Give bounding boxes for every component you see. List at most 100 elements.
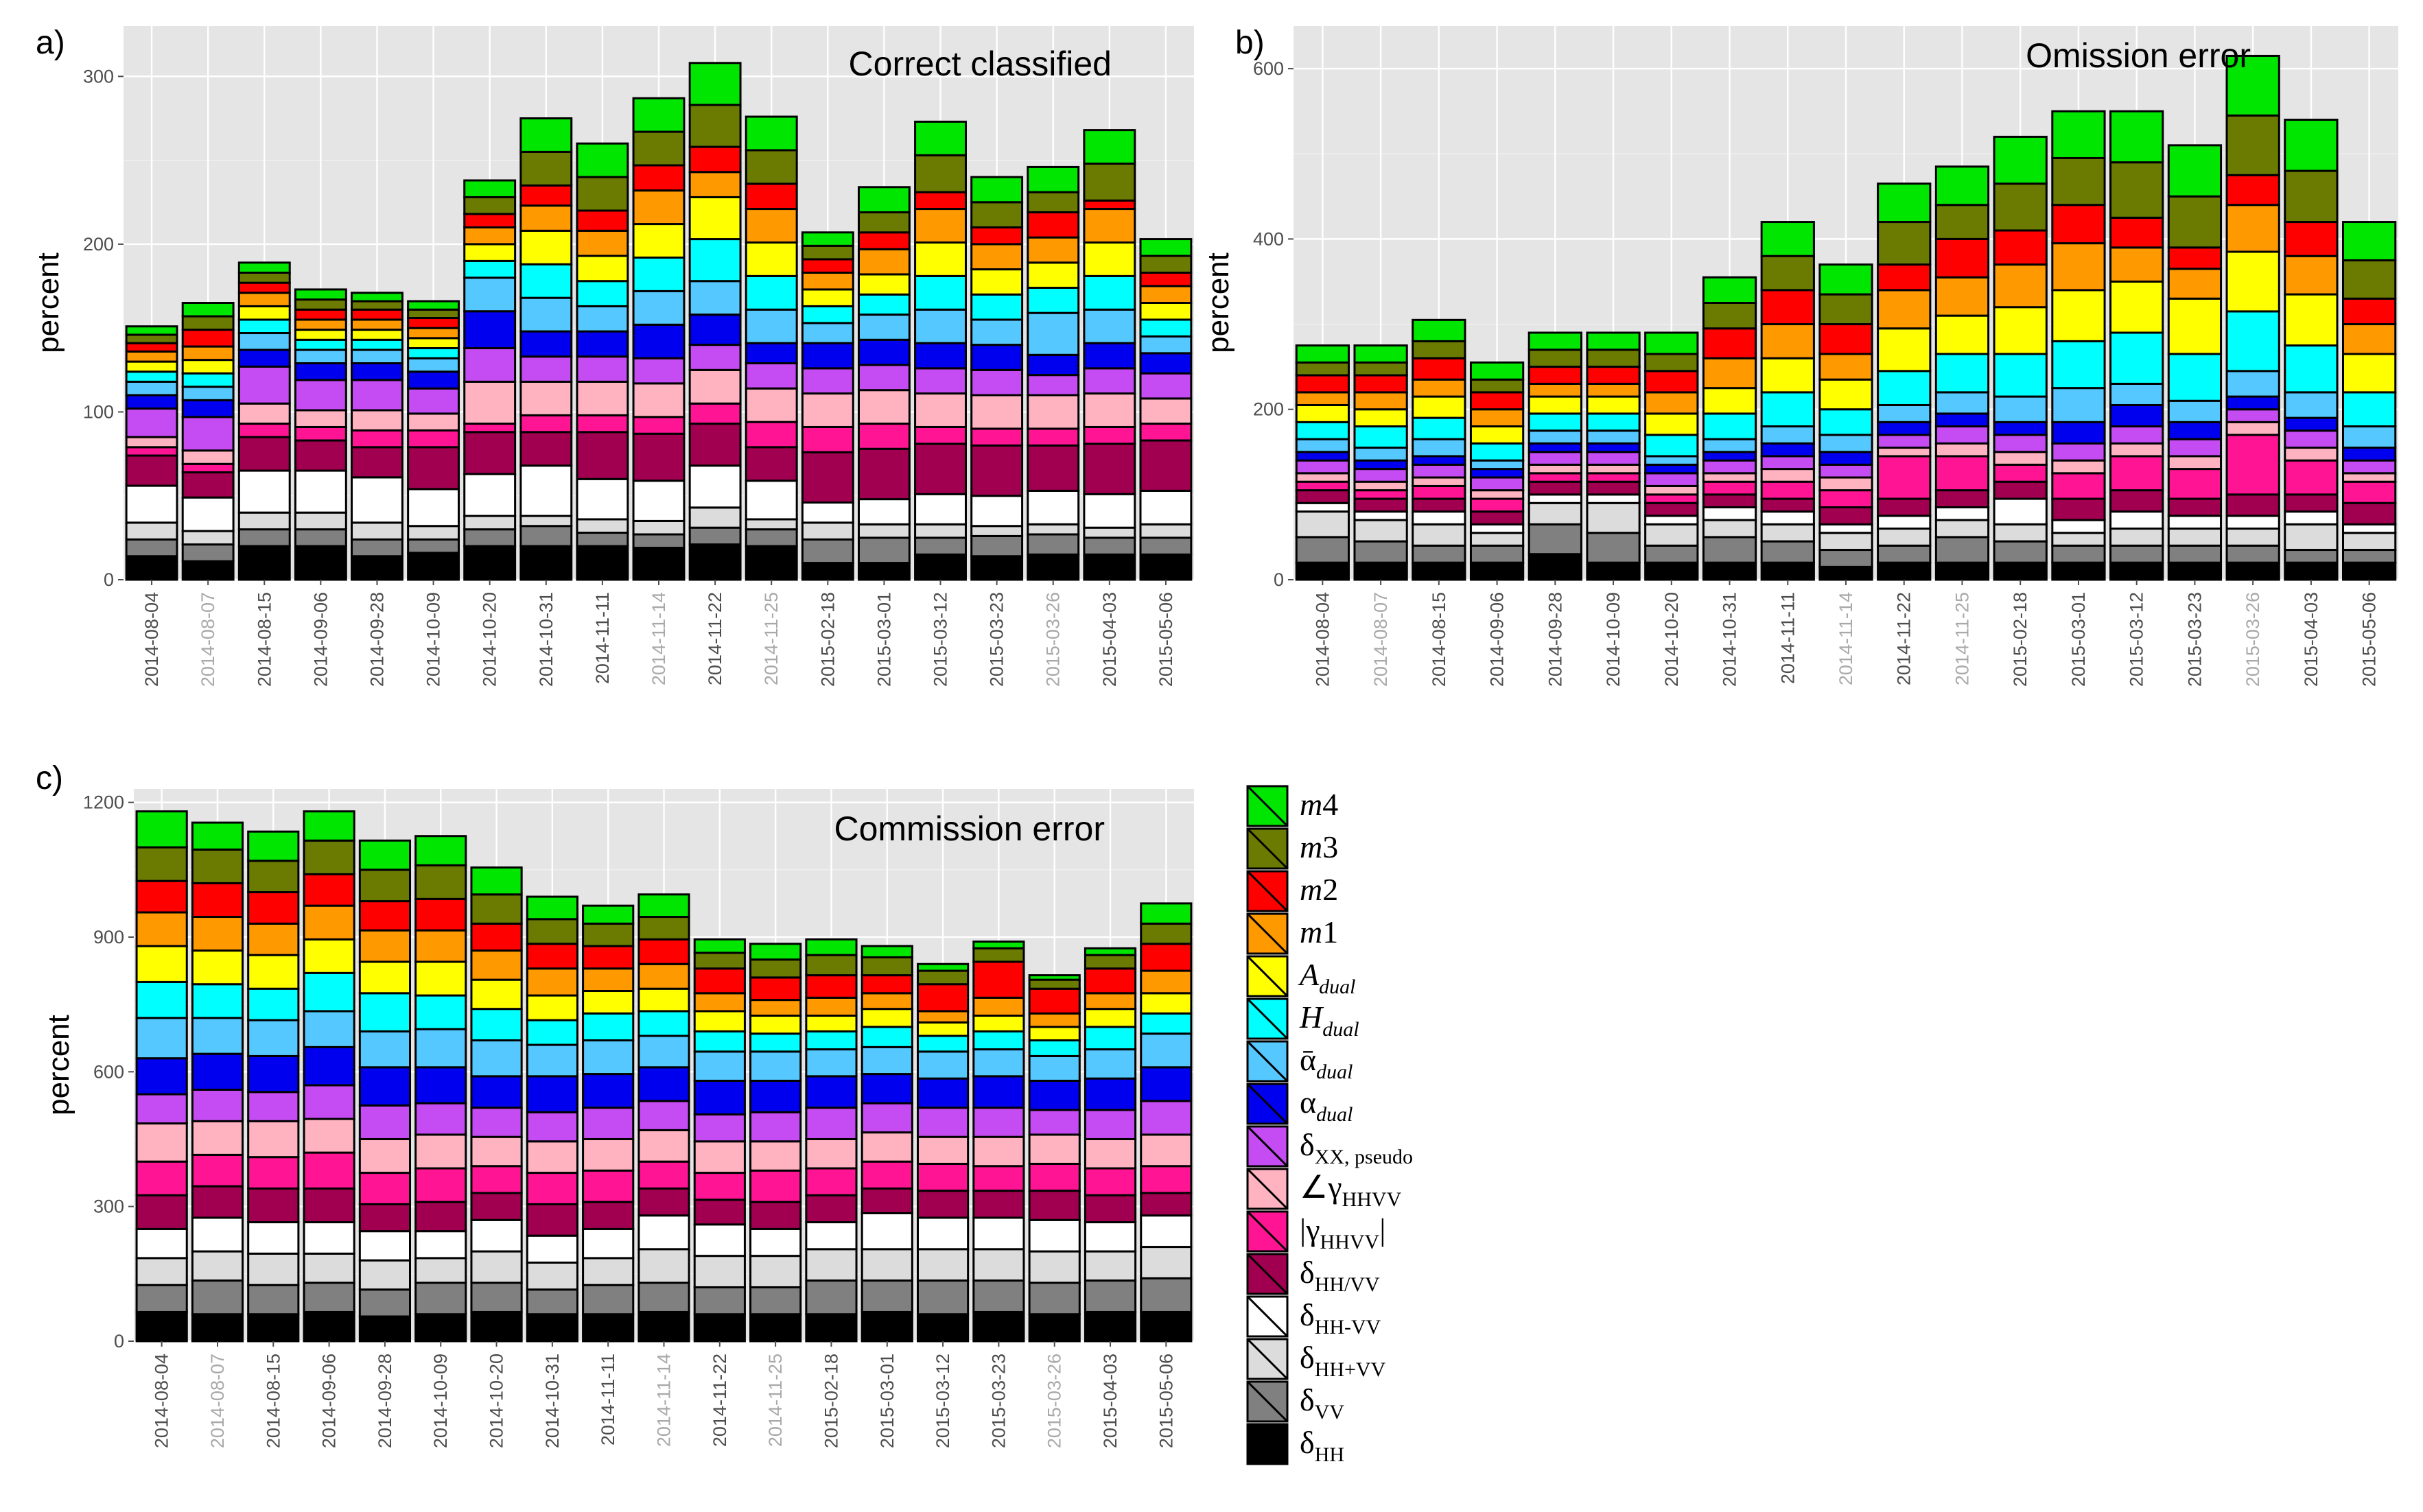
bar-segment [2167,515,2223,530]
bar-segment [191,1250,244,1282]
legend-key-slash [1246,1423,1289,1465]
bar-segment [749,976,802,1002]
bar-segment [191,848,244,884]
bar-segment [294,409,347,428]
bar-segment [1586,501,1641,534]
bar-segment [407,429,460,449]
bar-segment [582,1257,635,1286]
bar-segment [632,480,686,522]
bar-segment [1527,382,1582,398]
bar-segment [1412,476,1466,487]
bar-segment [1083,442,1136,495]
bar-segment [294,338,347,351]
x-tick-label: 2014-08-07 [207,1354,228,1448]
y-tick-label: 200 [83,234,114,255]
bar-segment [1139,335,1193,355]
bar-segment [1527,349,1582,368]
bar-segment [745,362,798,390]
bar-segment [294,329,347,341]
bar-segment [1353,519,1408,543]
x-tick-label: 2015-04-03 [1099,592,1120,687]
bar-segment [191,1120,244,1156]
bar-segment [914,536,967,556]
bar-segment [914,342,967,370]
bar-segment [237,436,291,472]
bar-segment [1760,357,1815,394]
bar-segment [407,308,460,320]
bar-segment [688,62,742,106]
bar-segment [688,145,742,174]
bar-segment [1993,306,2048,355]
bar-segment [2342,259,2397,300]
bar-segment [1083,342,1136,370]
bar-segment [1702,480,1757,496]
bar-segment [1412,463,1466,479]
bar-segment [1412,544,1466,564]
x-tick-label: 2014-11-22 [705,592,725,685]
bar-segment [1934,353,1990,394]
bar-segment [414,1167,467,1203]
bar-segment [1527,523,1582,556]
bar-segment [1353,489,1408,500]
bar-segment [1139,238,1193,257]
y-tick-label: 300 [93,1196,124,1217]
bar-segment [1644,434,1699,458]
bar-segment [914,425,967,445]
bar-segment [358,1288,412,1318]
bar-segment [1469,442,1525,462]
bar-segment [805,1221,858,1251]
bar-segment [576,255,629,283]
bar-segment [414,960,467,997]
legend-key-slash [1246,1210,1289,1253]
bar-segment [1028,974,1081,981]
bar-segment [1993,353,2048,398]
bar-segment [1028,987,1081,1015]
bar-segment [1934,314,1990,355]
legend-item: m1 [1246,912,1338,955]
bar-segment [181,543,235,563]
bar-segment [1586,395,1641,415]
bar-segment [2051,459,2106,475]
bar-segment [1527,480,1582,496]
bar-segment [970,534,1024,558]
bar-segment [2342,549,2397,564]
bar-segment [1702,302,1757,330]
x-tick-label: 2014-09-06 [310,592,331,687]
bar-segment [1027,553,1080,581]
bar-segment [2342,221,2397,261]
bar-segment [1586,561,1641,581]
bar-segment [470,893,523,925]
bar-segment [970,555,1024,581]
bar-segment [463,276,517,313]
bar-segment [916,969,970,986]
bar-segment [1877,289,1932,330]
bar-segment [693,1313,746,1343]
bar-segment [1028,1039,1081,1057]
x-tick-label: 2014-09-28 [1545,592,1565,687]
bar-segment [857,498,911,525]
bar-segment [1083,208,1136,244]
bar-segment [1527,331,1582,351]
bar-segment [247,1252,300,1286]
bar-segment [181,302,235,318]
bar-segment [2225,395,2280,411]
bar-segment [1877,447,1932,458]
bar-segment [414,864,467,900]
bar-segment [972,1279,1025,1313]
bar-segment [916,1279,970,1316]
bar-segment [294,379,347,412]
bar-segment [191,983,244,1019]
bar-segment [1083,163,1136,202]
bar-segment [801,367,854,395]
x-tick-label: 2014-11-25 [765,1354,786,1447]
bar-segment [857,293,911,316]
bar-segment [693,1255,746,1288]
bar-segment [801,342,854,370]
bar-segment [1469,489,1525,500]
bar-segment [861,1046,913,1076]
legend-key-slash [1246,1125,1289,1168]
bar-segment [576,305,629,333]
x-tick-label: 2015-04-03 [1100,1354,1121,1448]
bar-segment [1818,263,1873,296]
